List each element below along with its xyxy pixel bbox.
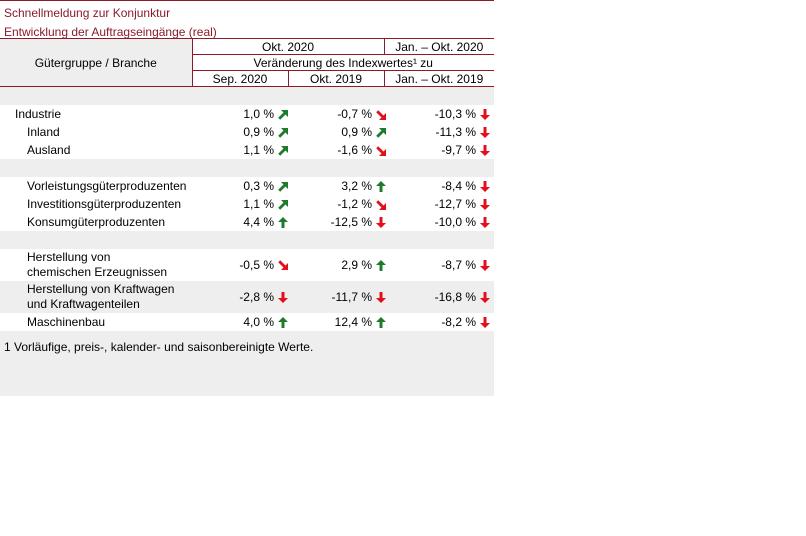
value-sep2020: 4,4 % xyxy=(192,213,274,231)
title-block: Schnellmeldung zur Konjunktur Entwicklun… xyxy=(0,0,494,39)
title-line-2: Entwicklung der Auftragseingänge (real) xyxy=(4,25,217,39)
value-sep2020: 4,0 % xyxy=(192,313,274,331)
header-group-jan-okt2020: Jan. – Okt. 2020 xyxy=(383,38,495,55)
header-jan-okt2019: Jan. – Okt. 2019 xyxy=(383,70,495,87)
arrow-down-icon xyxy=(278,290,288,304)
row-label: Ausland xyxy=(0,141,192,159)
row-label: Herstellung von chemischen Erzeugnissen xyxy=(0,249,192,281)
value-okt2019: 12,4 % xyxy=(288,313,372,331)
value-jan-okt2019: -10,3 % xyxy=(384,105,476,123)
value-jan-okt2019: -12,7 % xyxy=(384,195,476,213)
value-jan-okt2019: -16,8 % xyxy=(384,281,476,313)
arrow-down-right-icon xyxy=(376,107,386,121)
arrow-down-right-icon xyxy=(278,258,288,272)
table-row: Industrie 1,0 % -0,7 % -10,3 % xyxy=(0,105,494,123)
title-line-1: Schnellmeldung zur Konjunktur xyxy=(4,6,171,20)
value-jan-okt2019: -8,7 % xyxy=(384,249,476,281)
table-row: Inland 0,9 % 0,9 % -11,3 % xyxy=(0,123,494,141)
arrow-down-icon xyxy=(480,143,490,157)
arrow-up-right-icon xyxy=(278,125,288,139)
value-sep2020: 1,1 % xyxy=(192,195,274,213)
arrow-up-icon xyxy=(376,179,386,193)
arrow-down-icon xyxy=(480,179,490,193)
value-sep2020: 1,1 % xyxy=(192,141,274,159)
konjunktur-table-panel: Schnellmeldung zur Konjunktur Entwicklun… xyxy=(0,0,495,396)
value-sep2020: 0,3 % xyxy=(192,177,274,195)
value-sep2020: -2,8 % xyxy=(192,281,274,313)
value-jan-okt2019: -10,0 % xyxy=(384,213,476,231)
value-okt2019: -11,7 % xyxy=(288,281,372,313)
value-okt2019: 3,2 % xyxy=(288,177,372,195)
value-okt2019: -0,7 % xyxy=(288,105,372,123)
arrow-up-icon xyxy=(278,315,288,329)
header-okt2019: Okt. 2019 xyxy=(287,70,385,87)
value-okt2019: -1,2 % xyxy=(288,195,372,213)
arrow-up-right-icon xyxy=(278,197,288,211)
table-row: Maschinenbau 4,0 % 12,4 % -8,2 % xyxy=(0,313,494,331)
table-row: Ausland 1,1 % -1,6 % -9,7 % xyxy=(0,141,494,159)
value-jan-okt2019: -11,3 % xyxy=(384,123,476,141)
row-label: Herstellung von Kraftwagen und Kraftwagen… xyxy=(0,281,192,313)
header-veraenderung: Veränderung des Indexwertes¹ zu xyxy=(191,54,495,71)
value-jan-okt2019: -9,7 % xyxy=(384,141,476,159)
arrow-down-icon xyxy=(480,197,490,211)
footnote-table: 1 Vorläufige, preis-, kalender- und sais… xyxy=(0,331,494,396)
value-sep2020: -0,5 % xyxy=(192,249,274,281)
orders-table: Gütergruppe / Branche Okt. 2020 Jan. – O… xyxy=(0,38,495,105)
header-gutergruppe: Gütergruppe / Branche xyxy=(0,38,192,87)
value-okt2019: 2,9 % xyxy=(288,249,372,281)
value-sep2020: 1,0 % xyxy=(192,105,274,123)
value-jan-okt2019: -8,4 % xyxy=(384,177,476,195)
table-row: Konsumgüterproduzenten 4,4 % -12,5 % -10,0 … xyxy=(0,213,494,231)
row-label: Investitionsgüterproduzenten xyxy=(0,195,192,213)
arrow-down-icon xyxy=(480,125,490,139)
row-label: Vorleistungsgüterproduzenten xyxy=(0,177,192,195)
arrow-down-icon xyxy=(480,290,490,304)
header-group-okt2020: Okt. 2020 xyxy=(191,38,385,55)
arrow-up-icon xyxy=(376,258,386,272)
value-okt2019: 0,9 % xyxy=(288,123,372,141)
value-okt2019: -1,6 % xyxy=(288,141,372,159)
value-sep2020: 0,9 % xyxy=(192,123,274,141)
arrow-up-right-icon xyxy=(278,143,288,157)
table-row: Herstellung von chemischen Erzeugnissen -0… xyxy=(0,249,494,281)
arrow-down-icon xyxy=(376,215,386,229)
orders-table-body: Industrie 1,0 % -0,7 % -10,3 % Inland 0,9 % 0,… xyxy=(0,105,494,331)
table-row: Investitionsgüterproduzenten 1,1 % -1,2 % -… xyxy=(0,195,494,213)
arrow-down-icon xyxy=(480,215,490,229)
arrow-up-icon xyxy=(278,215,288,229)
arrow-down-right-icon xyxy=(376,197,386,211)
row-label: Konsumgüterproduzenten xyxy=(0,213,192,231)
value-okt2019: -12,5 % xyxy=(288,213,372,231)
arrow-up-icon xyxy=(376,315,386,329)
table-row: Herstellung von Kraftwagen und Kraftwagen… xyxy=(0,281,494,313)
arrow-up-right-icon xyxy=(278,107,288,121)
arrow-up-right-icon xyxy=(376,125,386,139)
arrow-down-icon xyxy=(480,258,490,272)
row-label: Maschinenbau xyxy=(0,313,192,331)
header-sep2020: Sep. 2020 xyxy=(191,70,288,87)
arrow-down-icon xyxy=(480,107,490,121)
table-row: Vorleistungsgüterproduzenten 0,3 % 3,2 % -8… xyxy=(0,177,494,195)
arrow-down-icon xyxy=(480,315,490,329)
row-label: Industrie xyxy=(0,105,192,123)
arrow-down-icon xyxy=(376,290,386,304)
footnote: 1 Vorläufige, preis-, kalender- und sais… xyxy=(0,331,494,396)
row-label: Inland xyxy=(0,123,192,141)
arrow-down-right-icon xyxy=(376,143,386,157)
arrow-up-right-icon xyxy=(278,179,288,193)
value-jan-okt2019: -8,2 % xyxy=(384,313,476,331)
